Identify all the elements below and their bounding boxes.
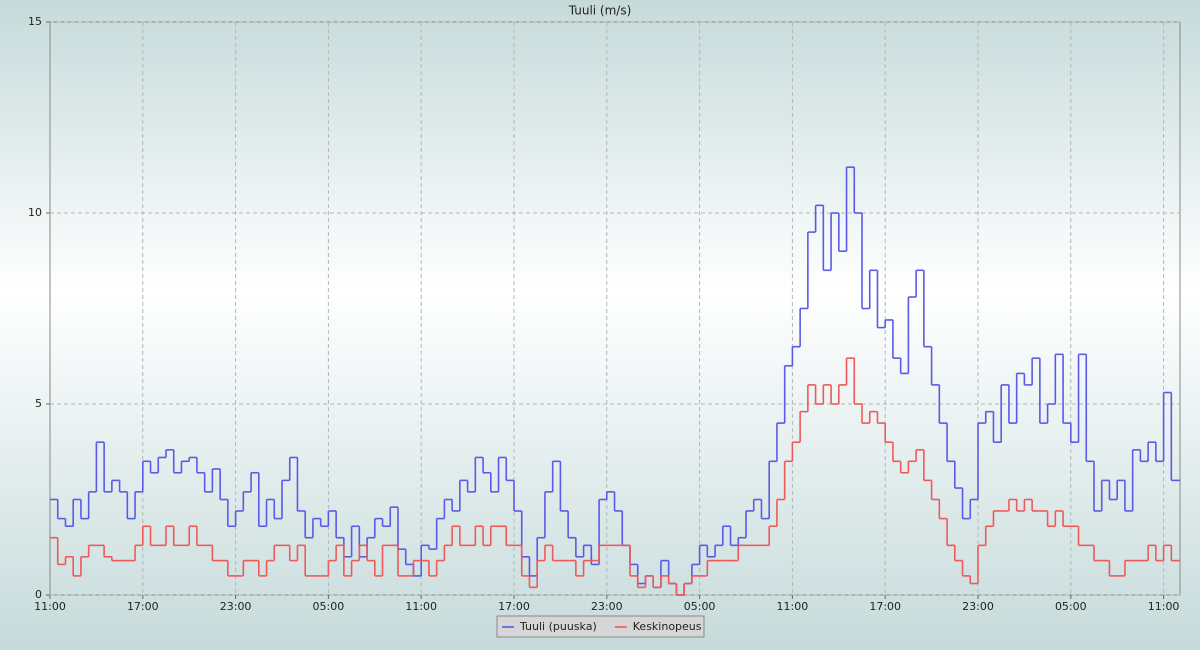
x-tick-label: 23:00 [962,600,994,613]
x-tick-label: 11:00 [405,600,437,613]
y-tick-label: 10 [28,206,42,219]
x-tick-label: 17:00 [869,600,901,613]
x-tick-label: 17:00 [127,600,159,613]
x-tick-label: 11:00 [34,600,66,613]
x-tick-label: 11:00 [1148,600,1180,613]
x-tick-label: 05:00 [1055,600,1087,613]
x-tick-label: 23:00 [220,600,252,613]
series-line [50,357,1180,596]
legend-box [496,615,705,638]
x-tick-label: 17:00 [498,600,530,613]
x-tick-label: 05:00 [313,600,345,613]
y-tick-label: 5 [35,397,42,410]
legend-label: Tuuli (puuska) [519,620,597,633]
legend-label: Keskinopeus [633,620,702,633]
chart-title: Tuuli (m/s) [568,4,632,18]
x-tick-label: 11:00 [777,600,809,613]
x-tick-label: 23:00 [591,600,623,613]
x-tick-label: 05:00 [684,600,716,613]
y-tick-label: 0 [35,588,42,601]
y-tick-label: 15 [28,15,42,28]
plot-area [49,21,1181,596]
legend: Tuuli (puuska) Keskinopeus [496,615,705,638]
